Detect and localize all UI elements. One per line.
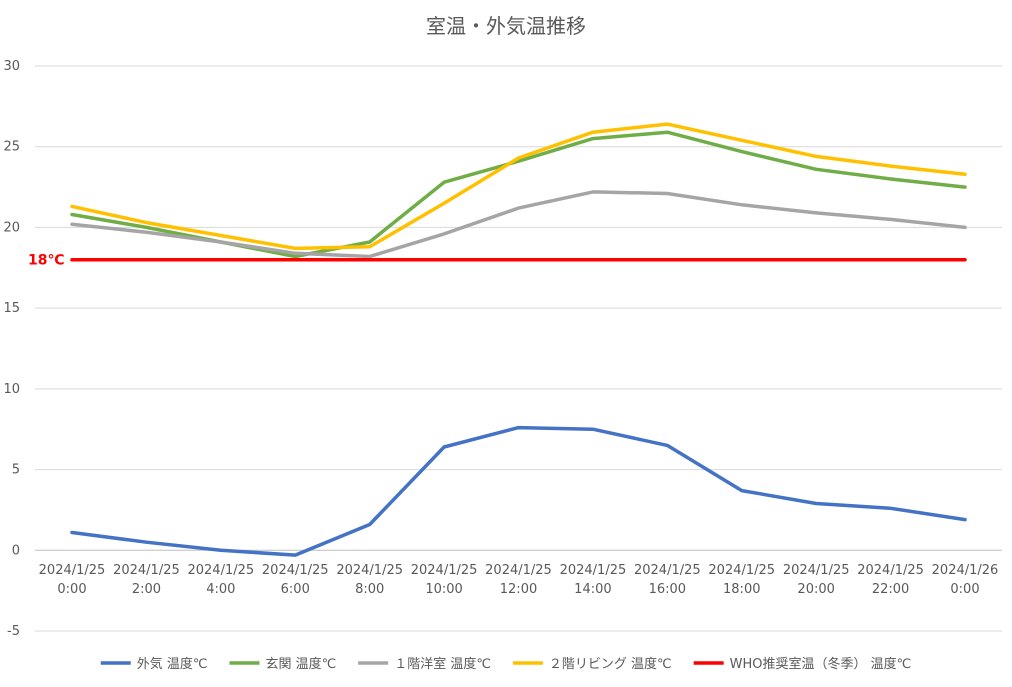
y-tick-label: 30 xyxy=(3,59,20,74)
y-axis-tick-labels: -5 0 5 10 15 20 25 30 xyxy=(3,59,20,639)
x-tick-label: 2024/1/25 2:00 xyxy=(113,563,180,597)
x-tick-time: 18:00 xyxy=(723,582,760,597)
x-tick-label: 2024/1/25 14:00 xyxy=(560,563,627,597)
legend-label-3: ２階リビング 温度℃ xyxy=(549,656,672,672)
x-tick-date: 2024/1/25 xyxy=(187,563,254,578)
x-tick-label: 2024/1/25 18:00 xyxy=(708,563,775,597)
x-tick-label: 2024/1/25 16:00 xyxy=(634,563,701,597)
x-tick-date: 2024/1/25 xyxy=(708,563,775,578)
annotations: 18℃ xyxy=(28,253,64,269)
y-tick-label: 15 xyxy=(3,301,20,316)
y-tick-label: -5 xyxy=(7,624,20,639)
x-tick-date: 2024/1/26 xyxy=(932,563,999,578)
legend-label-4: WHO推奨室温（冬季） 温度℃ xyxy=(730,656,912,672)
series-line-3 xyxy=(70,122,967,251)
x-tick-label: 2024/1/25 8:00 xyxy=(336,563,403,597)
x-tick-time: 4:00 xyxy=(206,582,235,597)
y-tick-label: 0 xyxy=(12,543,20,558)
x-tick-date: 2024/1/25 xyxy=(634,563,701,578)
chart-title: 室温・外気温推移 xyxy=(426,14,586,38)
x-tick-label: 2024/1/25 0:00 xyxy=(39,563,106,597)
x-tick-label: 2024/1/25 20:00 xyxy=(783,563,850,597)
x-tick-time: 14:00 xyxy=(574,582,611,597)
series-line-0 xyxy=(70,425,967,557)
series-lines xyxy=(70,122,967,557)
series-line-2 xyxy=(70,190,967,259)
legend-label-1: 玄関 温度℃ xyxy=(265,656,336,672)
x-tick-label: 2024/1/25 4:00 xyxy=(187,563,254,597)
x-tick-time: 0:00 xyxy=(57,582,86,597)
y-tick-label: 5 xyxy=(12,463,20,478)
x-tick-time: 8:00 xyxy=(355,582,384,597)
x-tick-label: 2024/1/25 6:00 xyxy=(262,563,329,597)
y-tick-label: 20 xyxy=(3,220,20,235)
x-tick-date: 2024/1/25 xyxy=(857,563,924,578)
annotation-label: 18℃ xyxy=(28,253,64,269)
x-tick-time: 12:00 xyxy=(500,582,537,597)
y-tick-label: 25 xyxy=(3,140,20,155)
legend-label-2: １階洋室 温度℃ xyxy=(394,656,491,672)
x-tick-time: 0:00 xyxy=(950,582,979,597)
gridlines xyxy=(35,65,1002,632)
x-tick-label: 2024/1/25 12:00 xyxy=(485,563,552,597)
x-tick-time: 10:00 xyxy=(425,582,462,597)
x-tick-label: 2024/1/25 10:00 xyxy=(411,563,478,597)
y-tick-label: 10 xyxy=(3,382,20,397)
x-tick-time: 16:00 xyxy=(649,582,686,597)
x-tick-time: 6:00 xyxy=(281,582,310,597)
legend-label-0: 外気 温度℃ xyxy=(137,656,208,672)
x-tick-date: 2024/1/25 xyxy=(411,563,478,578)
x-tick-date: 2024/1/25 xyxy=(39,563,106,578)
x-tick-time: 2:00 xyxy=(132,582,161,597)
x-tick-date: 2024/1/25 xyxy=(560,563,627,578)
x-tick-date: 2024/1/25 xyxy=(262,563,329,578)
x-tick-time: 20:00 xyxy=(797,582,834,597)
x-tick-label: 2024/1/25 22:00 xyxy=(857,563,924,597)
legend: 外気 温度℃ 玄関 温度℃ １階洋室 温度℃ ２階リビング 温度℃ WHO推奨室温（冬季… xyxy=(100,656,912,672)
x-tick-label: 2024/1/26 0:00 xyxy=(932,563,999,597)
x-tick-date: 2024/1/25 xyxy=(113,563,180,578)
x-tick-time: 22:00 xyxy=(872,582,909,597)
x-tick-date: 2024/1/25 xyxy=(336,563,403,578)
x-tick-date: 2024/1/25 xyxy=(783,563,850,578)
x-tick-date: 2024/1/25 xyxy=(485,563,552,578)
